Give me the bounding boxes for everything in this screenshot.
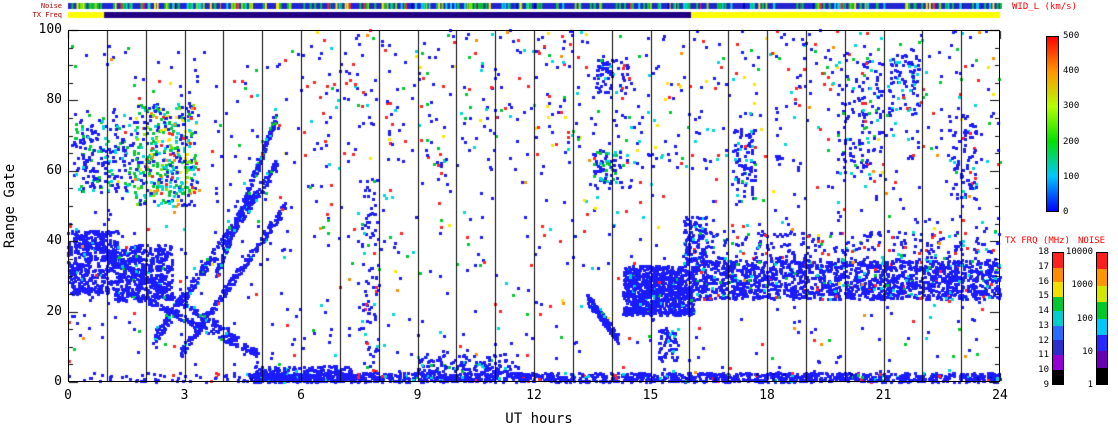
noise-colorbar-tick-label: 10 [1082, 346, 1093, 357]
txfrq-colorbar-cell [1053, 253, 1063, 268]
txfrq-colorbar-tick-label: 12 [1038, 335, 1049, 346]
txfrq-colorbar-cell [1053, 296, 1063, 312]
x-axis-title: UT hours [505, 411, 573, 427]
wid-colorbar [1046, 36, 1059, 212]
noise-colorbar-cell [1097, 334, 1107, 352]
txfrq-colorbar-cell [1053, 340, 1063, 355]
txfrq-colorbar-tick-label: 13 [1038, 320, 1049, 331]
txfrq-colorbar-tick-label: 14 [1038, 306, 1049, 317]
noise-colorbar-cell [1097, 302, 1107, 319]
wid-colorbar-tick-label: 300 [1063, 101, 1080, 112]
noise-colorbar-tick-label: 10000 [1065, 247, 1093, 257]
txfrq-colorbar-tick-label: 18 [1038, 247, 1049, 257]
txfrq-colorbar-tick-label: 16 [1038, 276, 1049, 287]
wid-colorbar-tick-label: 0 [1063, 207, 1069, 217]
x-tick-label: 24 [992, 388, 1008, 403]
txfrq-colorbar-cell [1053, 311, 1063, 326]
noise-colorbar-tick-label: 1 [1087, 380, 1093, 390]
txfrq-colorbar-cell [1053, 282, 1063, 297]
noise-colorbar-cell [1097, 351, 1107, 368]
noise-colorbar-cell [1097, 269, 1107, 286]
txfrq-colorbar-tick-label: 10 [1038, 365, 1049, 376]
txfrq-colorbar-title: TX FRQ (MHz) [1005, 236, 1071, 246]
wid-colorbar-tick-label: 200 [1063, 136, 1080, 147]
txfrq-colorbar-cell [1053, 267, 1063, 283]
x-tick-label: 15 [642, 388, 659, 403]
noise-colorbar-tick-label: 1000 [1071, 280, 1093, 291]
wid-colorbar-tick-label: 100 [1063, 171, 1080, 182]
y-tick-label: 60 [46, 162, 62, 178]
noise-colorbar [1096, 252, 1108, 385]
noise-colorbar-cell [1097, 318, 1107, 335]
noise-colorbar-tick-label: 100 [1076, 313, 1093, 324]
x-tick-label: 0 [64, 388, 72, 403]
noise-colorbar-cell [1097, 253, 1107, 270]
txfrq-colorbar-cell [1053, 369, 1063, 385]
noise-colorbar-title: NOISE [1078, 236, 1106, 246]
wid-colorbar-title: WID_L (km/s) [1012, 2, 1078, 12]
noise-colorbar-cell [1097, 367, 1107, 384]
txfrq-colorbar [1052, 252, 1064, 385]
x-tick-label: 9 [413, 388, 422, 403]
x-tick-label: 12 [526, 388, 542, 403]
y-axis-title: Range Gate [2, 163, 18, 249]
y-tick-label: 80 [46, 92, 62, 108]
txfrq-colorbar-cell [1053, 325, 1063, 341]
txfrq-colorbar-tick-label: 9 [1043, 380, 1049, 390]
noise-strip-label: Noise [40, 2, 62, 10]
noise-colorbar-cell [1097, 285, 1107, 303]
y-tick-label: 0 [54, 374, 62, 389]
y-tick-label: 20 [46, 303, 62, 319]
x-tick-label: 3 [180, 388, 189, 403]
wid-colorbar-tick-label: 400 [1063, 66, 1080, 77]
txfrq-colorbar-tick-label: 15 [1038, 291, 1049, 302]
x-tick-label: 21 [875, 388, 892, 403]
wid-colorbar-tick-label: 500 [1063, 31, 1080, 41]
x-tick-label: 6 [297, 388, 305, 403]
x-tick-label: 18 [759, 388, 775, 403]
y-tick-label: 40 [46, 233, 62, 249]
txfreq-strip-label: TX Freq [32, 11, 62, 19]
y-tick-label: 100 [38, 22, 62, 37]
txfrq-colorbar-cell [1053, 354, 1063, 370]
txfrq-colorbar-tick-label: 11 [1038, 350, 1049, 361]
txfrq-colorbar-tick-label: 17 [1038, 261, 1049, 272]
